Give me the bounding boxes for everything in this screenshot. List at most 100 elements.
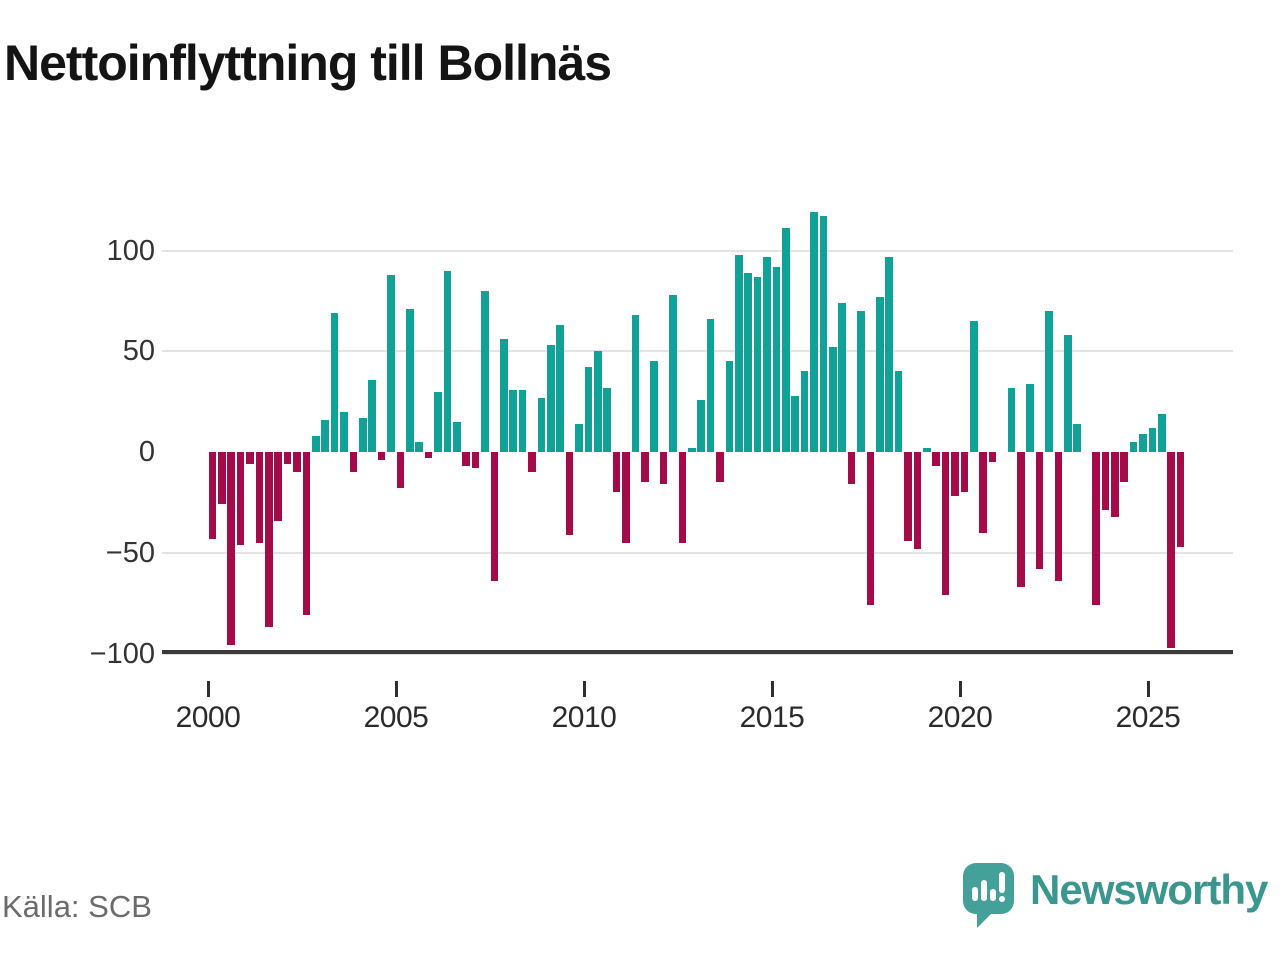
- x-tick-mark: [1146, 681, 1150, 697]
- bar-2008-q3: [528, 452, 536, 473]
- bar-2014-q3: [753, 276, 762, 452]
- bar-2018-q3: [904, 452, 912, 541]
- bar-2011-q1: [622, 452, 630, 543]
- bar-2020-q2: [970, 321, 978, 452]
- bar-2017-q3: [866, 452, 875, 606]
- bar-2005-q1: [396, 452, 405, 489]
- bar-2006-q1: [434, 391, 442, 453]
- bar-2003-q2: [330, 313, 339, 452]
- bar-2016-q2: [819, 216, 828, 452]
- bar-2009-q4: [575, 423, 583, 452]
- bar-2023-q3: [1092, 452, 1100, 606]
- bar-2009-q3: [565, 452, 574, 535]
- x-tick-mark: [582, 681, 586, 697]
- x-tick-label: 2015: [739, 701, 805, 734]
- bar-2002-q4: [312, 435, 320, 452]
- bar-2005-q4: [424, 452, 433, 458]
- bar-2016-q3: [829, 347, 837, 452]
- bar-2018-q1: [885, 256, 893, 452]
- bar-2020-q3: [979, 452, 987, 533]
- y-tick-label: −50: [105, 536, 155, 569]
- bar-2000-q2: [218, 452, 226, 505]
- bar-2025-q2: [1158, 413, 1166, 452]
- bar-2022-q1: [1035, 452, 1044, 569]
- bar-2004-q1: [359, 417, 367, 452]
- y-tick-label: 100: [106, 234, 155, 267]
- bar-2024-q3: [1129, 441, 1138, 452]
- bar-2001-q3: [265, 452, 273, 628]
- x-tick-mark: [394, 681, 398, 697]
- bar-2020-q1: [960, 452, 969, 493]
- source-note: Källa: SCB: [2, 889, 152, 924]
- x-tick-label: 2020: [927, 701, 993, 734]
- bar-2010-q2: [594, 351, 602, 453]
- bar-2006-q4: [462, 452, 470, 467]
- gridline--50: [162, 551, 1233, 554]
- bar-2008-q4: [537, 397, 546, 452]
- logo-bar-icon: [972, 887, 978, 901]
- bar-2014-q4: [763, 256, 771, 452]
- bar-2009-q1: [547, 345, 555, 452]
- bar-2019-q1: [923, 448, 931, 452]
- bar-2016-q1: [810, 212, 818, 452]
- bar-2011-q3: [641, 452, 649, 483]
- bar-2010-q1: [584, 367, 593, 452]
- bar-2005-q3: [415, 441, 423, 452]
- bar-2007-q3: [490, 452, 499, 581]
- bar-2002-q3: [302, 452, 311, 616]
- bar-2003-q3: [340, 411, 348, 452]
- bar-2000-q3: [227, 452, 235, 646]
- logo-bubble-tail: [977, 911, 994, 928]
- zero-baseline: [162, 650, 1233, 654]
- bar-2022-q4: [1064, 335, 1072, 452]
- bar-2015-q3: [791, 395, 799, 452]
- bar-2011-q4: [650, 361, 658, 452]
- bar-2017-q4: [876, 296, 884, 452]
- bar-2015-q1: [772, 266, 781, 452]
- bar-2008-q1: [509, 389, 517, 452]
- bar-2012-q2: [669, 294, 677, 452]
- bar-chart: 100 50 0 −50 −100 2000 2005 2010 2015 2020 2025: [0, 200, 1280, 740]
- bar-2013-q4: [725, 361, 734, 452]
- bar-2012-q1: [659, 452, 668, 485]
- bar-2019-q4: [951, 452, 959, 497]
- bar-2025-q1: [1148, 427, 1157, 452]
- gridline-50: [162, 350, 1233, 353]
- logo-bar-icon: [990, 889, 996, 901]
- bar-2001-q4: [274, 452, 282, 521]
- bar-2020-q4: [988, 452, 997, 463]
- bar-2009-q2: [556, 325, 564, 452]
- x-tick-label: 2010: [551, 701, 617, 734]
- bar-2024-q1: [1111, 452, 1119, 517]
- bar-2018-q4: [913, 452, 922, 549]
- y-tick-label: 0: [138, 436, 155, 468]
- bar-2001-q1: [246, 452, 254, 465]
- bar-2022-q2: [1045, 310, 1053, 452]
- bar-2023-q1: [1073, 423, 1081, 452]
- bar-2010-q4: [612, 452, 621, 493]
- bar-2013-q2: [706, 319, 715, 452]
- bar-2000-q4: [236, 452, 245, 545]
- bar-2017-q1: [847, 452, 856, 485]
- bar-2014-q2: [744, 272, 752, 452]
- bar-2024-q2: [1120, 452, 1128, 483]
- x-tick-label: 2025: [1115, 701, 1181, 734]
- bar-2002-q1: [283, 452, 292, 465]
- bar-2018-q2: [894, 371, 903, 452]
- x-tick-mark: [770, 681, 774, 697]
- bar-2004-q4: [387, 274, 395, 452]
- bar-2019-q3: [941, 452, 950, 596]
- bar-2000-q1: [208, 452, 217, 539]
- bar-2022-q3: [1054, 452, 1063, 581]
- bar-2015-q2: [782, 228, 790, 452]
- x-tick-label: 2005: [363, 701, 429, 734]
- newsworthy-bubble-chart-icon: [963, 863, 1014, 914]
- logo-exclamation-icon: [999, 872, 1005, 893]
- bar-2006-q2: [443, 270, 452, 452]
- bar-2019-q2: [932, 452, 940, 467]
- bar-2003-q4: [349, 452, 358, 473]
- bar-2004-q3: [377, 452, 386, 461]
- bar-2023-q4: [1101, 452, 1110, 511]
- bar-2014-q1: [735, 254, 743, 452]
- bar-2021-q3: [1017, 452, 1025, 587]
